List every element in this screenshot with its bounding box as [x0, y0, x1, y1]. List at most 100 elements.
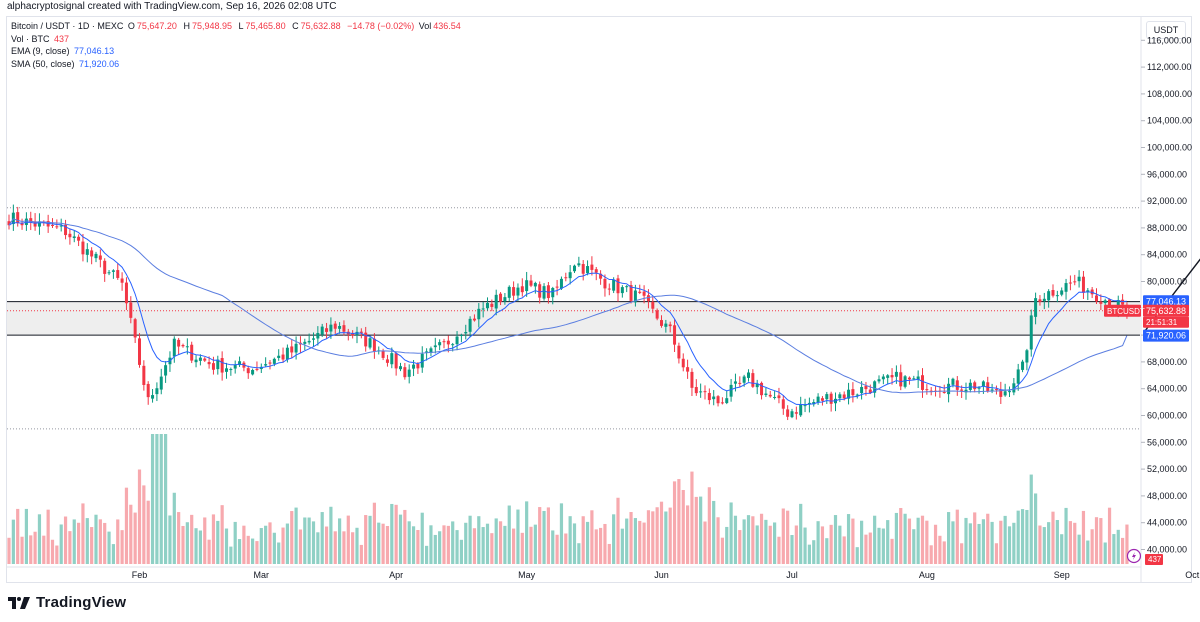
- volume-bar: [638, 520, 642, 564]
- candle-body: [890, 375, 894, 378]
- volume-bar: [577, 543, 581, 564]
- candle-body: [599, 273, 603, 279]
- candle-body: [468, 318, 472, 332]
- candle-body: [285, 347, 289, 360]
- candle-body: [281, 354, 285, 360]
- legend-volume-value: 437: [54, 33, 70, 44]
- candle-body: [664, 323, 668, 327]
- candle-body: [85, 249, 89, 255]
- candle-body: [577, 263, 581, 266]
- volume-bar: [255, 541, 259, 564]
- candle-body: [512, 287, 516, 296]
- legend-change: −14.78 (−0.02%): [347, 21, 415, 31]
- price-tick-label: 56,000.00: [1147, 437, 1187, 447]
- volume-bar: [1060, 534, 1064, 564]
- candle-body: [860, 387, 864, 394]
- candle-body: [707, 393, 711, 401]
- volume-bar: [7, 537, 11, 564]
- volume-bar: [285, 523, 289, 564]
- volume-bar: [46, 509, 50, 564]
- legend-ema-row[interactable]: EMA (9, close) 77,046.13: [11, 46, 115, 56]
- candle-body: [1055, 295, 1059, 297]
- volume-bar: [990, 521, 994, 564]
- candle-body: [277, 355, 281, 358]
- volume-bar: [968, 523, 972, 564]
- price-tick-label: 108,000.00: [1147, 89, 1192, 99]
- volume-bar: [451, 521, 455, 564]
- candle-body: [825, 394, 829, 400]
- volume-bar: [568, 516, 572, 564]
- candle-body: [964, 389, 968, 393]
- candle-body: [133, 319, 137, 338]
- sma-price-label-bg: [1143, 329, 1189, 342]
- author-line: alphacryptosignal created with TradingVi…: [7, 1, 337, 12]
- volume-bar: [672, 481, 677, 564]
- candle-body: [838, 394, 842, 399]
- candle-body: [1077, 276, 1081, 282]
- volume-bar: [294, 507, 298, 564]
- candle-body: [507, 286, 511, 298]
- candle-body: [768, 394, 772, 397]
- volume-bar: [559, 503, 564, 564]
- candle-body: [616, 278, 620, 294]
- legend-volume-row[interactable]: Vol · BTC 437: [11, 33, 70, 44]
- volume-bar: [512, 528, 516, 564]
- candle-body: [333, 323, 337, 329]
- volume-bar: [777, 536, 781, 564]
- brand[interactable]: TradingView: [8, 594, 126, 611]
- price-tick-label: 68,000.00: [1147, 357, 1187, 367]
- volume-bar: [781, 508, 785, 564]
- volume-bar: [1116, 529, 1120, 564]
- volume-bar: [251, 538, 255, 564]
- volume-bar: [259, 528, 263, 564]
- candle-body: [351, 333, 355, 336]
- candle-body: [925, 389, 929, 391]
- legend-sma-row[interactable]: SMA (50, close) 71,920.06: [11, 58, 120, 69]
- candle-body: [407, 369, 411, 377]
- volume-bar: [1068, 521, 1072, 564]
- volume-bar: [716, 517, 720, 564]
- volume-bar: [498, 521, 503, 564]
- candle-body: [368, 338, 372, 348]
- candle-body: [338, 326, 342, 329]
- candle-body: [733, 381, 737, 384]
- candle-body: [529, 280, 533, 286]
- candle-body: [703, 391, 707, 393]
- volume-bar: [633, 518, 637, 564]
- volume-bar: [124, 487, 129, 564]
- volume-bar: [398, 514, 403, 564]
- volume-bar: [616, 497, 620, 564]
- candle-body: [542, 286, 546, 299]
- candle-body: [603, 278, 607, 289]
- legend-low: L 75,465.80: [238, 21, 286, 31]
- volume-bar: [773, 522, 777, 564]
- candle-body: [11, 212, 15, 225]
- volume-bar: [542, 510, 546, 564]
- volume-bar: [525, 501, 529, 564]
- volume-bar: [481, 527, 485, 564]
- candle-body: [651, 301, 655, 309]
- candle-body: [442, 341, 446, 343]
- currency-selector[interactable]: USDT: [1146, 21, 1186, 39]
- volume-bar: [20, 536, 24, 564]
- volume-bar: [490, 533, 494, 564]
- volume-price-label: 437: [1148, 555, 1162, 564]
- volume-bar: [1090, 529, 1094, 564]
- volume-bar: [311, 521, 316, 564]
- price-tick-label: 60,000.00: [1147, 411, 1187, 421]
- candle-body: [646, 295, 650, 302]
- volume-bar: [50, 539, 55, 564]
- volume-bar: [755, 525, 759, 564]
- volume-bar: [964, 517, 968, 564]
- candle-body: [973, 382, 977, 390]
- volume-bar: [277, 542, 281, 564]
- candle-body: [794, 412, 798, 414]
- candle-body: [246, 368, 250, 374]
- candle-body: [20, 223, 24, 226]
- volume-bar: [1064, 507, 1068, 564]
- volume-bar: [94, 514, 98, 564]
- volume-bar: [612, 514, 616, 564]
- volume-bar: [303, 517, 307, 564]
